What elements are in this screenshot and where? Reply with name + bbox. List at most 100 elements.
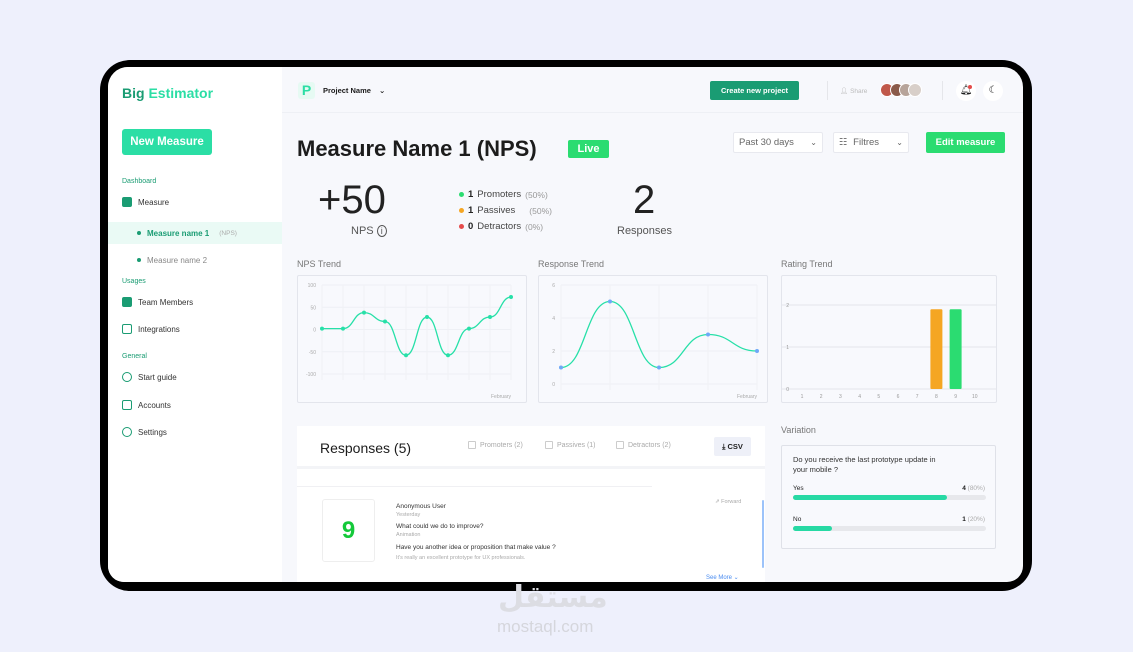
option-label: No: [793, 516, 802, 523]
response-score: 9: [322, 499, 375, 562]
sidebar: Big Estimator New Measure Dashboard Meas…: [108, 67, 282, 582]
sidebar-item-team-members[interactable]: Team Members: [122, 297, 193, 307]
data-point: [362, 310, 366, 315]
legend-detractors: 0 Detractors (0%): [459, 221, 543, 232]
csv-download-button[interactable]: ⤓ CSV: [714, 437, 751, 456]
calendar-icon: [122, 324, 132, 334]
nps-score: +50: [318, 178, 386, 222]
sidebar-item-measure[interactable]: Measure: [122, 197, 169, 207]
data-point: [706, 332, 710, 337]
top-header: P Project Name ⌄ Create new project 👤︎ S…: [282, 67, 1023, 113]
question-2: Have you another idea or proposition tha…: [396, 544, 556, 551]
sidebar-item-settings[interactable]: Settings: [122, 427, 167, 437]
period-select[interactable]: Past 30 days ⌄: [733, 132, 823, 153]
data-point: [446, 353, 450, 358]
sidebar-item-accounts[interactable]: Accounts: [122, 400, 171, 410]
x-tick-label: 9: [954, 394, 957, 400]
responses-card: Responses (5) Promoters (2) Passives (1)…: [297, 426, 765, 582]
response-user: Anonymous User: [396, 503, 446, 510]
x-axis-label: February: [737, 394, 758, 400]
x-axis-label: February: [491, 394, 512, 400]
variation-title: Variation: [781, 425, 816, 435]
sidebar-item-start-guide[interactable]: Start guide: [122, 372, 177, 382]
y-tick-label: 100: [308, 283, 317, 289]
scrollbar[interactable]: [762, 500, 764, 568]
response-trend-chart: 6 4 2 0 February: [538, 275, 768, 403]
x-tick-label: 2: [820, 394, 823, 400]
avatar: [908, 83, 922, 97]
x-tick-label: 3: [839, 394, 842, 400]
data-point: [320, 326, 324, 331]
data-point: [467, 326, 471, 331]
accounts-icon: [122, 400, 132, 410]
brand-logo: Big Estimator: [122, 85, 214, 101]
x-tick-label: 7: [916, 394, 919, 400]
nps-trend-chart: 100 50 0 -50 -100 February: [297, 275, 527, 403]
y-tick-label: -100: [306, 372, 316, 378]
project-selector[interactable]: Project Name ⌄: [323, 86, 386, 95]
download-icon: ⤓: [722, 442, 726, 451]
section-usages: Usages: [122, 278, 146, 285]
watermark-site: mostaql.com: [497, 617, 594, 636]
bar: [930, 309, 943, 389]
filter-passives-checkbox[interactable]: Passives (1): [545, 441, 596, 449]
bullet-icon: [137, 258, 141, 262]
data-point: [488, 315, 492, 320]
app-screen: Big Estimator New Measure Dashboard Meas…: [108, 67, 1023, 582]
sidebar-item-measure-1[interactable]: Measure name 1 (NPS): [108, 222, 282, 244]
option-label: Yes: [793, 485, 804, 492]
see-more-link[interactable]: See More ⌄: [706, 575, 739, 581]
data-point: [425, 315, 429, 320]
sidebar-item-integrations[interactable]: Integrations: [122, 324, 180, 334]
legend-passives: 1 Passives (50%): [459, 205, 552, 216]
chart-icon: [122, 197, 132, 207]
divider: [297, 486, 652, 487]
y-tick-label: -50: [309, 350, 316, 356]
share-button[interactable]: 👤︎ Share: [840, 88, 868, 95]
y-tick-label: 6: [552, 283, 555, 289]
series-line: [560, 300, 758, 369]
answer-1: Animation: [396, 532, 421, 538]
sidebar-item-measure-2[interactable]: Measure name 2: [108, 249, 282, 271]
section-dashboard: Dashboard: [122, 178, 157, 185]
option-count: 4 (80%): [962, 485, 985, 492]
status-badge: Live: [568, 140, 609, 158]
gear-icon: [122, 427, 132, 437]
filter-promoters-checkbox[interactable]: Promoters (2): [468, 441, 523, 449]
chevron-down-icon: ⌄: [896, 138, 903, 147]
y-tick-label: 4: [552, 316, 555, 322]
divider: [942, 81, 943, 100]
moon-icon[interactable]: ☾: [983, 81, 1003, 101]
watermark-logo: مستقل: [498, 581, 608, 614]
y-tick-label: 1: [786, 345, 789, 351]
create-project-button[interactable]: Create new project: [710, 81, 799, 100]
filter-detractors-checkbox[interactable]: Detractors (2): [616, 441, 671, 449]
data-point: [383, 319, 387, 324]
legend-promoters: 1 Promoters (50%): [459, 189, 548, 200]
answer-2: It's really an excellent prototype for U…: [396, 555, 526, 561]
info-icon[interactable]: i: [376, 225, 387, 237]
data-point: [509, 295, 513, 300]
option-no-bar: [793, 526, 986, 531]
option-count: 1 (20%): [962, 516, 985, 523]
nps-label: NPS i: [351, 225, 387, 237]
new-measure-button[interactable]: New Measure: [122, 129, 212, 155]
bullet-icon: [137, 231, 141, 235]
question-1: What could we do to improve?: [396, 523, 484, 530]
data-point: [755, 349, 759, 353]
edit-measure-button[interactable]: Edit measure: [926, 132, 1005, 153]
data-point: [657, 365, 661, 370]
divider: [297, 466, 765, 469]
responses-title: Responses (5): [320, 440, 412, 456]
filters-select[interactable]: ☷ Filtres ⌄: [833, 132, 909, 153]
option-yes-bar: [793, 495, 986, 500]
x-tick-label: 4: [858, 394, 861, 400]
variation-card: Do you receive the last prototype update…: [781, 445, 996, 549]
chevron-down-icon: ⌄: [810, 138, 817, 147]
rating-trend-title: Rating Trend: [781, 259, 833, 269]
user-icon: [122, 297, 132, 307]
y-tick-label: 0: [786, 387, 789, 393]
bell-icon[interactable]: 🔔︎: [956, 81, 976, 101]
section-general: General: [122, 353, 147, 360]
forward-button[interactable]: ⇗ Forward: [715, 499, 742, 505]
